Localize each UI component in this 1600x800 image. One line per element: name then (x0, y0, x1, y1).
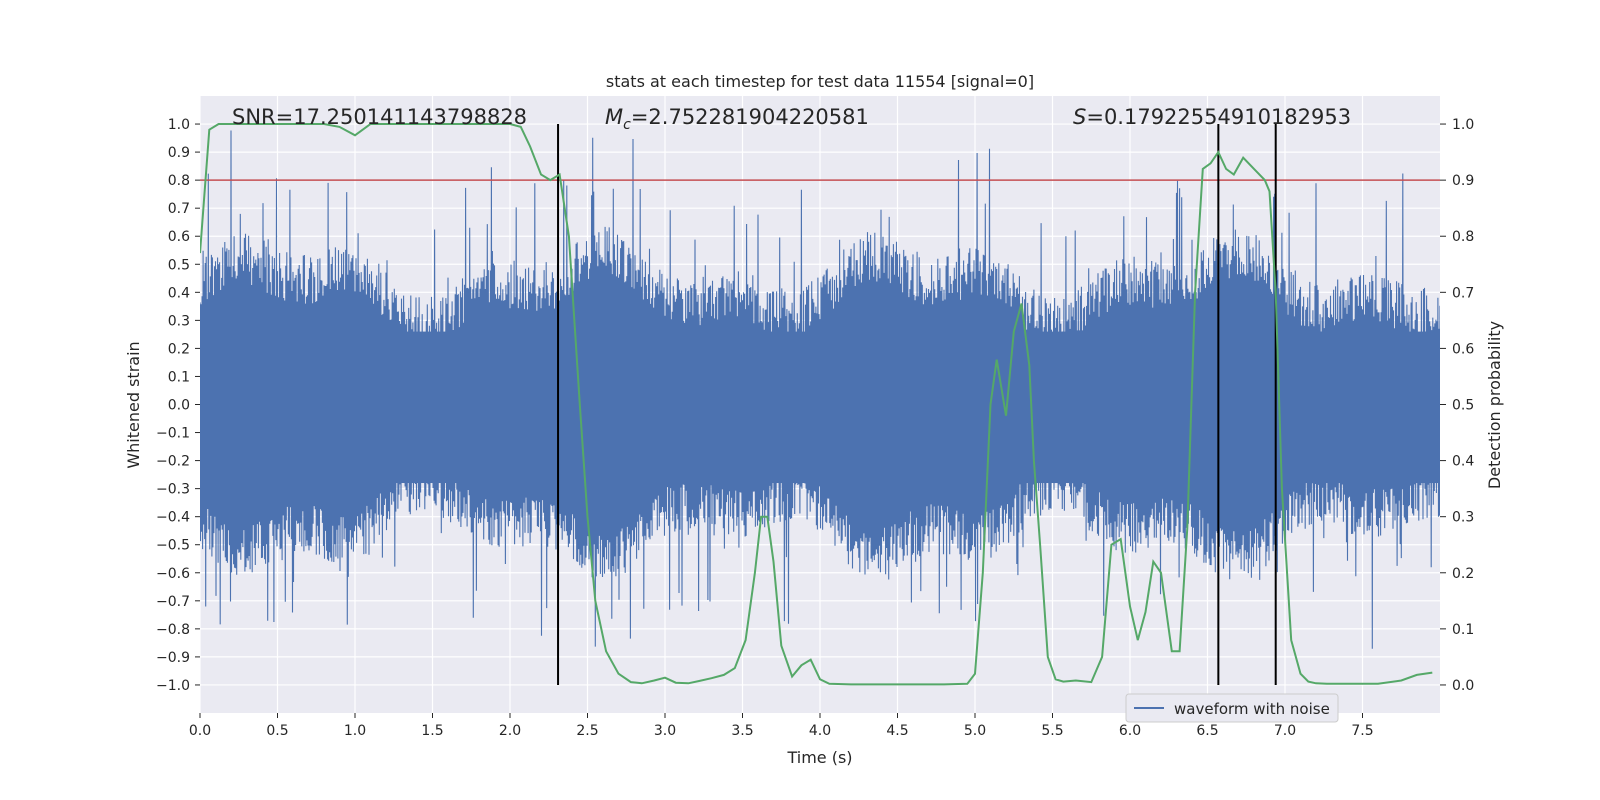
x-tick-label: 0.0 (189, 723, 211, 739)
y-left-tick-label: 0.0 (168, 398, 190, 414)
waveform-line (200, 130, 1440, 649)
x-tick-label: 5.0 (964, 723, 986, 739)
x-tick-label: 7.5 (1351, 723, 1373, 739)
chart-title: stats at each timestep for test data 115… (606, 72, 1034, 91)
legend-label: waveform with noise (1174, 700, 1330, 718)
y-left-tick-label: −0.3 (156, 482, 190, 498)
y-left-tick-label: 0.9 (168, 145, 190, 161)
y-left-tick-label: −0.2 (156, 454, 190, 470)
x-tick-label: 5.5 (1041, 723, 1063, 739)
mc-annotation: Mc=2.752281904220581 (605, 105, 869, 133)
y-left-tick-label: −0.8 (156, 622, 190, 638)
y-axis-right-label: Detection probability (1485, 321, 1504, 489)
x-tick-label: 6.5 (1196, 723, 1218, 739)
y-right-tick-label: 0.6 (1452, 341, 1474, 357)
y-left-tick-label: 0.4 (168, 285, 190, 301)
y-axis-left-label: Whitened strain (124, 341, 143, 468)
y-right-tick-label: 0.8 (1452, 229, 1474, 245)
y-left-tick-label: 0.3 (168, 313, 190, 329)
y-left-tick-label: −0.9 (156, 650, 190, 666)
y-left-tick-label: 0.2 (168, 341, 190, 357)
s-annotation: S=0.17922554910182953 (1073, 105, 1351, 129)
x-axis-label: Time (s) (786, 748, 852, 767)
x-tick-label: 4.0 (809, 723, 831, 739)
y-right-tick-label: 0.0 (1452, 678, 1474, 694)
x-tick-label: 4.5 (886, 723, 908, 739)
waveform-series (200, 130, 1440, 649)
snr-annotation: SNR=17.250141143798828 (232, 105, 527, 129)
y-left-tick-label: 0.6 (168, 229, 190, 245)
y-left-tick-label: 1.0 (168, 117, 190, 133)
y-right-tick-label: 1.0 (1452, 117, 1474, 133)
x-axis: 0.0 0.5 1.0 1.5 2.0 2.5 3.0 3.5 4.0 4.5 5.0 5.5 6.0 6… (189, 713, 1374, 739)
y-right-tick-label: 0.1 (1452, 622, 1474, 638)
y-axis-left: 1.0 0.9 0.8 0.7 0.6 0.5 0.4 0.3 0.2 0.1 0.0 −0.1 −0.… (156, 117, 200, 694)
legend: waveform with noise (1125, 693, 1339, 723)
y-left-tick-label: 0.7 (168, 201, 190, 217)
x-tick-label: 1.5 (421, 723, 443, 739)
y-left-tick-label: −0.1 (156, 426, 190, 442)
y-right-tick-label: 0.2 (1452, 566, 1474, 582)
y-right-tick-label: 0.7 (1452, 285, 1474, 301)
y-right-tick-label: 0.5 (1452, 398, 1474, 414)
x-tick-label: 2.0 (499, 723, 521, 739)
y-left-tick-label: −0.6 (156, 566, 190, 582)
y-left-tick-label: −0.4 (156, 510, 190, 526)
y-right-tick-label: 0.4 (1452, 454, 1474, 470)
x-tick-label: 3.5 (731, 723, 753, 739)
y-left-tick-label: 0.8 (168, 173, 190, 189)
y-left-tick-label: 0.1 (168, 369, 190, 385)
x-tick-label: 7.0 (1274, 723, 1296, 739)
y-right-tick-label: 0.3 (1452, 510, 1474, 526)
x-tick-label: 3.0 (654, 723, 676, 739)
y-left-tick-label: −0.7 (156, 594, 190, 610)
x-tick-label: 0.5 (266, 723, 288, 739)
y-left-tick-label: −1.0 (156, 678, 190, 694)
x-tick-label: 2.5 (576, 723, 598, 739)
x-tick-label: 1.0 (344, 723, 366, 739)
y-right-tick-label: 0.9 (1452, 173, 1474, 189)
y-left-tick-label: −0.5 (156, 538, 190, 554)
x-tick-label: 6.0 (1119, 723, 1141, 739)
vertical-markers (557, 124, 1277, 685)
waveform-core (200, 331, 1440, 484)
legend-box (1125, 693, 1339, 723)
probability-line (200, 123, 1433, 686)
y-left-tick-label: 0.5 (168, 257, 190, 273)
y-axis-right: 1.0 0.9 0.8 0.7 0.6 0.5 0.4 0.3 0.2 0.1 0.0 (1440, 117, 1474, 694)
